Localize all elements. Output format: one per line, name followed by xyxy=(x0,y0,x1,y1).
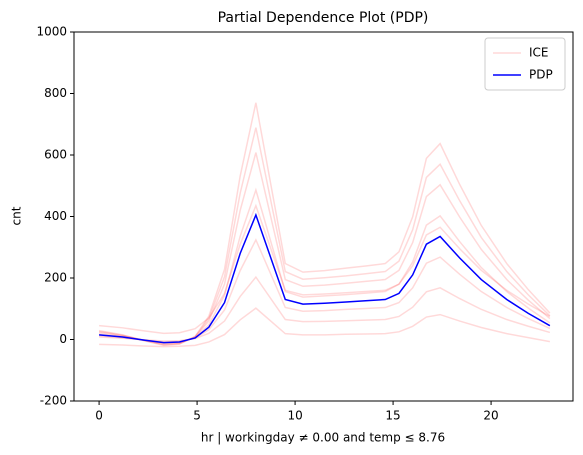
x-axis-label: hr | workingday ≠ 0.00 and temp ≤ 8.76 xyxy=(201,431,445,445)
y-tick-label: 800 xyxy=(44,86,67,100)
pdp-line xyxy=(99,212,551,344)
y-tick-label: 400 xyxy=(44,209,67,223)
y-axis-label: cnt xyxy=(10,206,24,225)
ice-line xyxy=(99,238,551,343)
x-tick-label: 20 xyxy=(483,409,498,423)
y-tick-label: 200 xyxy=(44,271,67,285)
y-tick-label: 600 xyxy=(44,148,67,162)
x-tick-label: 5 xyxy=(193,409,201,423)
plot-frame xyxy=(73,31,574,402)
x-tick-label: 10 xyxy=(287,409,302,423)
chart-title: Partial Dependence Plot (PDP) xyxy=(218,10,429,26)
legend-label: ICE xyxy=(529,46,549,60)
ice-line xyxy=(99,203,551,335)
ice-line xyxy=(99,307,551,348)
ice-line xyxy=(99,275,551,342)
legend-label: PDP xyxy=(529,68,553,82)
ice-line xyxy=(99,187,551,344)
legend-box xyxy=(484,37,566,91)
y-tick-label: -200 xyxy=(40,394,67,408)
ice-line xyxy=(98,127,551,346)
x-tick-label: 15 xyxy=(385,409,400,423)
y-tick-label: 1000 xyxy=(36,25,67,39)
ice-line xyxy=(98,152,551,345)
y-tick-label: 0 xyxy=(59,332,67,346)
x-tick-label: 0 xyxy=(95,409,103,423)
ice-line xyxy=(98,102,551,347)
